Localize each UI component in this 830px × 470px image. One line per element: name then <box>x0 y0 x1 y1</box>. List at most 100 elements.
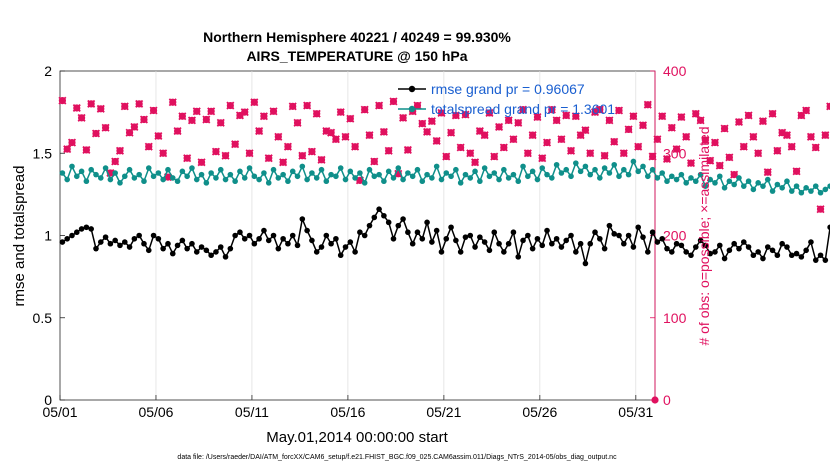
rmse-point <box>630 244 637 250</box>
obs-assimilated-stroke <box>744 111 753 120</box>
rmse-point <box>155 235 162 242</box>
rmse-point <box>409 240 416 247</box>
totalspread-point <box>534 176 541 183</box>
totalspread-point <box>467 175 474 181</box>
obs-assimilated-stroke <box>351 142 360 151</box>
obs-assimilated-point <box>283 142 292 151</box>
totalspread-point <box>309 170 315 176</box>
obs-assimilated-stroke <box>763 168 772 177</box>
totalspread-point <box>817 189 824 196</box>
rmse-point <box>525 232 531 239</box>
totalspread-point <box>779 184 785 191</box>
obs-assimilated-point <box>403 145 412 154</box>
obs-assimilated-stroke <box>259 112 268 121</box>
x-tick-label: 05/21 <box>426 404 461 420</box>
rmse-point <box>549 240 555 247</box>
obs-assimilated-point <box>255 127 264 136</box>
obs-assimilated-stroke <box>768 109 777 118</box>
totalspread-point <box>232 178 238 185</box>
obs-assimilated-stroke <box>710 138 720 147</box>
obs-assimilated-stroke <box>538 154 547 163</box>
obs-assimilated-point <box>418 119 427 128</box>
obs-assimilated-stroke <box>701 136 710 145</box>
totalspread-point <box>577 168 584 175</box>
obs-assimilated-stroke <box>758 117 768 126</box>
obs-assimilated-point <box>811 143 820 152</box>
rmse-point <box>136 232 142 239</box>
totalspread-point <box>597 175 603 181</box>
obs-assimilated-stroke <box>192 107 201 116</box>
totalspread-point <box>222 176 229 183</box>
rmse-point <box>740 239 747 245</box>
rmse-point <box>515 254 522 260</box>
rmse-point <box>587 240 594 247</box>
obs-assimilated-point <box>293 118 302 127</box>
rmse-point <box>93 245 99 252</box>
obs-assimilated-stroke <box>235 111 244 120</box>
obs-assimilated-point <box>519 105 528 114</box>
rmse-point <box>88 226 94 232</box>
obs-assimilated-stroke <box>557 135 566 144</box>
obs-assimilated-stroke <box>87 99 96 108</box>
obs-assimilated-stroke <box>432 136 441 145</box>
obs-assimilated-stroke <box>734 117 744 127</box>
obs-assimilated-point <box>269 107 278 116</box>
obs-assimilated-stroke <box>590 108 600 117</box>
totalspread-point <box>774 181 781 188</box>
rmse-point <box>419 235 426 242</box>
obs-assimilated-point <box>600 151 609 160</box>
rmse-point <box>659 235 665 242</box>
rmse-point <box>793 250 800 257</box>
obs-assimilated-stroke <box>461 110 470 119</box>
totalspread-point <box>357 170 363 176</box>
rmse-point <box>433 227 440 234</box>
rmse-point <box>788 252 795 259</box>
obs-assimilated-point <box>351 142 360 151</box>
obs-assimilated-stroke <box>226 101 235 110</box>
rmse-point <box>97 239 104 245</box>
obs-assimilated-stroke <box>523 149 532 158</box>
obs-assimilated-point <box>451 111 460 120</box>
totalspread-point <box>736 175 742 181</box>
obs-assimilated-stroke <box>533 113 542 122</box>
y-left-tick-labels: 0 0.5 1 1.5 2 <box>33 63 65 408</box>
chart-title-line1: Northern Hemisphere 40221 / 40249 = 99.9… <box>203 29 511 45</box>
obs-assimilated-stroke <box>509 135 518 144</box>
obs-assimilated-point <box>216 118 225 127</box>
totalspread-point <box>740 183 747 189</box>
rmse-point <box>275 245 282 252</box>
obs-assimilated-point <box>139 115 149 124</box>
rmse-point <box>764 244 771 250</box>
obs-assimilated-stroke <box>634 142 643 151</box>
obs-assimilated-point <box>662 154 672 164</box>
totalspread-point <box>381 178 387 185</box>
obs-assimilated-stroke <box>566 146 576 155</box>
obs-assimilated-point <box>542 138 552 147</box>
totalspread-point <box>361 180 368 186</box>
obs-assimilated-point <box>360 105 369 114</box>
rmse-point <box>107 240 114 247</box>
totalspread-point <box>496 176 502 183</box>
rmse-point <box>179 237 186 244</box>
obs-assimilated-point <box>303 101 312 110</box>
totalspread-point <box>342 176 349 183</box>
rmse-point <box>131 235 138 242</box>
rmse-point <box>333 235 339 242</box>
rmse-point <box>285 240 291 247</box>
obs-assimilated-point <box>480 131 489 140</box>
obs-assimilated-stroke <box>303 101 312 110</box>
obs-assimilated-point <box>274 132 283 141</box>
rmse-point <box>573 249 579 255</box>
obs-assimilated-stroke <box>643 100 652 109</box>
obs-assimilated-point <box>528 131 537 140</box>
obs-assimilated-stroke <box>638 121 648 130</box>
obs-assimilated-stroke <box>811 143 820 152</box>
rmse-point <box>606 222 613 229</box>
obs-assimilated-point <box>782 131 791 140</box>
data-file-footnote: data file: /Users/raeder/DAI/ATM_forcXX/… <box>177 454 617 461</box>
rmse-point <box>683 249 689 255</box>
obs-assimilated-point <box>499 143 508 152</box>
rmse-point <box>385 219 392 226</box>
y-right-tick-label: 200 <box>663 228 687 244</box>
obs-assimilated-point <box>77 113 86 122</box>
